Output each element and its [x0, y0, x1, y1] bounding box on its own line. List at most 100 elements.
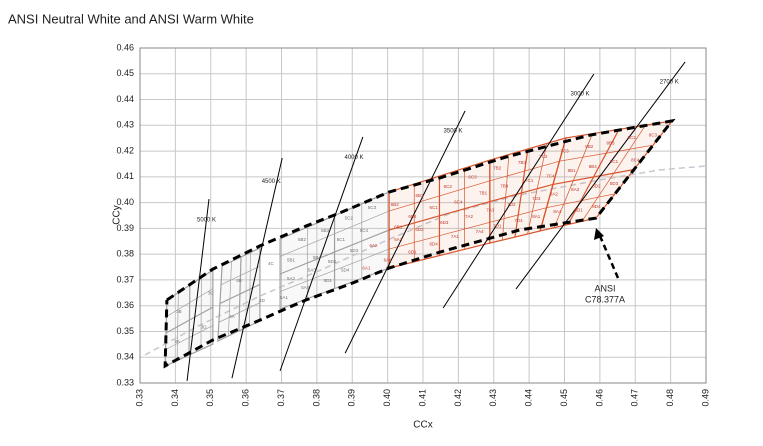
bin-label: 8B2	[585, 144, 594, 149]
bin-label: 5A3	[308, 267, 317, 272]
bin-label: 6B4	[408, 214, 417, 219]
bin-label: 6A4	[384, 257, 393, 262]
isotherm	[231, 157, 283, 379]
bin-label: 7A3	[486, 207, 495, 212]
isotherm-label: 2700 K	[660, 80, 679, 86]
bin-line	[165, 325, 214, 350]
bin-label: 7C3	[560, 148, 569, 153]
y-tick-label: 0.37	[116, 274, 134, 284]
bin-label: 7D2	[507, 202, 516, 207]
y-tick-label: 0.41	[116, 171, 134, 181]
y-tick-label: 0.39	[116, 223, 134, 233]
bin-line	[279, 229, 390, 275]
bin-label: 7D4	[514, 218, 523, 223]
bin-label: 3D	[201, 324, 208, 329]
bin-label: 5C1	[337, 237, 346, 242]
bin-line	[546, 193, 616, 209]
bin-label: 5C4	[360, 228, 369, 233]
bin-label: 5B2	[298, 237, 307, 242]
bin-label: 6A3	[394, 237, 403, 242]
bin-label: 8D2	[592, 183, 601, 188]
bin-label: 8B3	[606, 140, 615, 145]
bin-label: 3A	[174, 339, 180, 344]
isotherm-label: 4500 K	[262, 179, 281, 185]
y-tick-label: 0.43	[116, 120, 134, 130]
x-tick-label: 0.45	[559, 389, 569, 407]
x-tick-label: 0.41	[417, 389, 427, 407]
y-tick-label: 0.40	[116, 197, 134, 207]
x-tick-label: 0.34	[170, 389, 180, 407]
bin-label: 7A2	[465, 214, 474, 219]
bin-label: 6D2	[415, 227, 424, 232]
bin-label: 3B	[176, 309, 182, 314]
bin-label: 8C2	[628, 135, 637, 140]
bin-line	[552, 168, 635, 186]
bin-label: 6B1	[394, 224, 403, 229]
bin-label: 5C2	[345, 215, 354, 220]
bin-label: 5D1	[324, 278, 333, 283]
bin-label: 6C1	[429, 205, 438, 210]
bin-label: 6D4	[429, 241, 438, 246]
x-tick-label: 0.39	[347, 389, 357, 407]
y-tick-label: 0.42	[116, 145, 134, 155]
bin-label: 4D	[259, 298, 266, 303]
x-tick-label: 0.36	[241, 389, 251, 407]
y-tick-label: 0.38	[116, 249, 134, 259]
bin-label: 5D2	[328, 259, 337, 264]
y-tick-label: 0.44	[116, 94, 134, 104]
isotherm	[279, 136, 364, 372]
bin-label: 5C3	[368, 205, 377, 210]
bin-label: 8A1	[532, 214, 541, 219]
y-tick-label: 0.35	[116, 326, 134, 336]
isotherm	[344, 110, 466, 354]
x-tick-label: 0.46	[594, 389, 604, 407]
bin-label: 4A	[229, 314, 235, 319]
bin-label: 7B3	[518, 160, 527, 165]
bin-label: 5B4	[313, 255, 322, 260]
bin-line	[581, 124, 646, 222]
bin-label: 8B4	[589, 164, 598, 169]
isotherm	[186, 198, 210, 381]
x-tick-label: 0.49	[700, 389, 710, 407]
bin-label: 5A4	[301, 285, 310, 290]
bin-label: 7C1	[525, 178, 534, 183]
bin-label: 7D3	[532, 196, 541, 201]
bin-label: 6B2	[391, 202, 400, 207]
chart-title: ANSI Neutral White and ANSI Warm White	[8, 11, 254, 26]
bin-label: 5D3	[350, 248, 359, 253]
bin-label: 6D3	[440, 220, 449, 225]
y-tick-label: 0.33	[116, 377, 134, 387]
bin-label: 8C3	[649, 132, 658, 137]
bin-label: 5D4	[341, 267, 350, 272]
x-tick-label: 0.37	[276, 389, 286, 407]
annotation: ANSI	[594, 283, 615, 293]
bin-label: 8C1	[610, 159, 619, 164]
bin-label: 4B	[236, 278, 242, 283]
bin-line	[249, 252, 251, 326]
y-tick-label: 0.45	[116, 68, 134, 78]
bin-label: 7B2	[493, 165, 502, 170]
bin-label: 6C4	[454, 199, 463, 204]
bin-label: 8B1	[568, 168, 577, 173]
plot-area: 0.33 0.34 0.35 0.36 0.37 0.38 0.39 0.40 0.41 0.42…	[116, 42, 710, 406]
bin-line	[489, 207, 547, 223]
x-tick-label: 0.40	[382, 389, 392, 407]
bin-label: 7D1	[493, 223, 502, 228]
bin-label: 7A1	[451, 234, 460, 239]
isotherm-label: 4000 K	[345, 155, 364, 161]
y-tick-label: 0.36	[116, 300, 134, 310]
bin-label: 6C2	[444, 184, 453, 189]
x-tick-label: 0.43	[488, 389, 498, 407]
x-tick-label: 0.44	[524, 389, 534, 407]
x-tick-label: 0.48	[665, 389, 675, 407]
y-tick-label: 0.34	[116, 352, 134, 362]
bin-line	[527, 143, 548, 235]
isotherm-label: 5000 K	[197, 217, 216, 223]
bin-line	[388, 201, 491, 231]
bin-label: 6B3	[415, 193, 424, 198]
bin-label: 8D4	[592, 204, 601, 209]
bin-label: 8D3	[610, 181, 619, 186]
annotation-arrow	[598, 235, 620, 279]
